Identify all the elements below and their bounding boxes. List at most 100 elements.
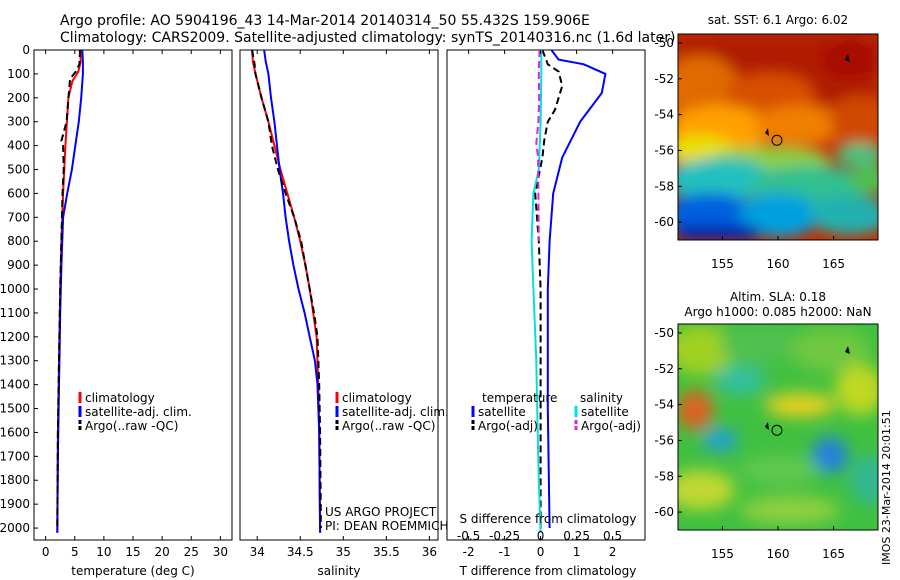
map-x-tick-label: 160: [767, 547, 790, 561]
x-tick-label: 35.5: [373, 545, 400, 559]
legend-label: satellite: [478, 405, 526, 419]
sst-heatmap: [678, 34, 878, 240]
pi-annotation: PI: DEAN ROEMMICH: [325, 519, 448, 533]
argo-position-marker: [771, 134, 783, 146]
map-x-tick-label: 165: [822, 257, 845, 271]
x2-tick-label: 0: [537, 529, 545, 543]
difference-panel: -2 -1 0 1 2 -0.5 -0.25 0 0.25 0.5 S difference f…: [446, 49, 646, 578]
x-tick-label: 30: [213, 545, 228, 559]
map-y-tick-label: -56: [654, 143, 674, 157]
legend-label: Argo(..raw -QC): [85, 419, 178, 433]
y-tick-label: 1000: [0, 282, 30, 296]
y-tick-label: 500: [7, 163, 30, 177]
difference-xlabel-temperature: T difference from climatology: [459, 564, 637, 578]
y-tick-label: 2000: [0, 521, 30, 535]
project-annotation: US ARGO PROJECT: [325, 505, 437, 519]
x-tick-label: -2: [463, 545, 475, 559]
map-y-tick-label: -52: [654, 72, 674, 86]
y-tick-label: 800: [7, 234, 30, 248]
series-line-satellite-adj-clim-: [56, 49, 84, 533]
island-marker: [765, 422, 769, 430]
map-y-tick-label: -54: [654, 398, 674, 412]
difference-legend: temperature salinitysatelliteArgo(-adj)sa…: [471, 391, 641, 433]
series-line-argo-raw-qc-: [56, 49, 81, 529]
sla-map-panel: Altim. SLA: 0.18 Argo h1000: 0.085 h2000…: [654, 290, 879, 561]
x2-tick-label: 0.5: [603, 529, 622, 543]
x-tick-label: 0: [42, 545, 50, 559]
series-line-argo-raw-qc-: [251, 49, 322, 529]
map-y-tick-label: -50: [654, 326, 674, 340]
legend-label: Argo(-adj): [581, 419, 641, 433]
map-y-tick-label: -56: [654, 433, 674, 447]
y-tick-label: 1400: [0, 378, 30, 392]
series-line-argo-adj-: [535, 49, 541, 242]
y-tick-label: 1200: [0, 330, 30, 344]
map-y-tick-label: -60: [654, 215, 674, 229]
legend-label: satellite-adj. clim.: [342, 405, 449, 419]
y-tick-label: 1500: [0, 402, 30, 416]
y-tick-label: 0: [22, 43, 30, 57]
island-marker: [765, 128, 769, 136]
salinity-axes: [239, 49, 439, 541]
x-tick-label: 36: [422, 545, 437, 559]
x-tick-label: 20: [154, 545, 169, 559]
map-y-tick-label: -50: [654, 36, 674, 50]
figure-title-line1: Argo profile: AO 5904196_43 14-Mar-2014 …: [60, 13, 590, 29]
x2-tick-label: 0.25: [563, 529, 590, 543]
series-line-satellite: [530, 50, 543, 533]
legend-label: climatology: [85, 391, 155, 405]
y-tick-label: 1800: [0, 473, 30, 487]
map-y-tick-label: -58: [654, 469, 674, 483]
figure-title-line2: Climatology: CARS2009. Satellite-adjuste…: [60, 30, 675, 46]
y-tick-label: 200: [7, 91, 30, 105]
series-line-satellite: [546, 49, 607, 529]
map-x-tick-label: 155: [711, 257, 734, 271]
temperature-xlabel: temperature (deg C): [71, 564, 194, 578]
map-y-tick-label: -52: [654, 362, 674, 376]
legend-label: Argo(-adj): [478, 419, 538, 433]
imos-watermark: IMOS 23-Mar-2014 20:01:51: [880, 410, 893, 565]
y-tick-label: 600: [7, 186, 30, 200]
difference-axes: [446, 49, 646, 541]
salinity-xlabel: salinity: [317, 564, 360, 578]
y-tick-label: 1600: [0, 425, 30, 439]
y-tick-label: 1900: [0, 497, 30, 511]
y-tick-label: 1300: [0, 354, 30, 368]
map-x-tick-label: 160: [767, 257, 790, 271]
sla-map-title: Altim. SLA: 0.18: [730, 290, 826, 304]
legend-label: climatology: [342, 391, 412, 405]
sla-map-subtitle: Argo h1000: 0.085 h2000: NaN: [684, 305, 871, 319]
x-tick-label: 34.5: [287, 545, 314, 559]
map-x-tick-label: 165: [822, 547, 845, 561]
y-tick-label: 700: [7, 210, 30, 224]
map-x-tick-label: 155: [711, 547, 734, 561]
series-line-satellite-adj-clim-: [263, 49, 322, 533]
y-tick-label: 1700: [0, 449, 30, 463]
y-tick-label: 300: [7, 115, 30, 129]
x-tick-label: 0: [537, 545, 545, 559]
x2-tick-label: -0.25: [489, 529, 520, 543]
temperature-axes: [33, 49, 233, 541]
x-tick-label: 25: [184, 545, 199, 559]
map-y-tick-label: -60: [654, 505, 674, 519]
x-tick-label: 10: [96, 545, 111, 559]
x-tick-label: 34: [250, 545, 265, 559]
x-tick-label: 35: [336, 545, 351, 559]
x-tick-label: 1: [573, 545, 581, 559]
x2-tick-label: -0.5: [457, 529, 480, 543]
temperature-panel: 0100200300400500600700800900100011001200…: [0, 43, 233, 578]
x-tick-label: 15: [125, 545, 140, 559]
map-y-tick-label: -54: [654, 108, 674, 122]
y-tick-label: 400: [7, 139, 30, 153]
series-line-argo-adj-: [534, 49, 564, 528]
x-tick-label: 5: [71, 545, 79, 559]
legend-label: satellite: [581, 405, 629, 419]
x-tick-label: 2: [609, 545, 617, 559]
island-marker: [845, 346, 850, 354]
salinity-panel: 34 34.5 35 35.5 36 salinity climatologysatel…: [239, 49, 449, 578]
argo-position-marker: [771, 424, 783, 436]
x-tick-label: -1: [499, 545, 511, 559]
